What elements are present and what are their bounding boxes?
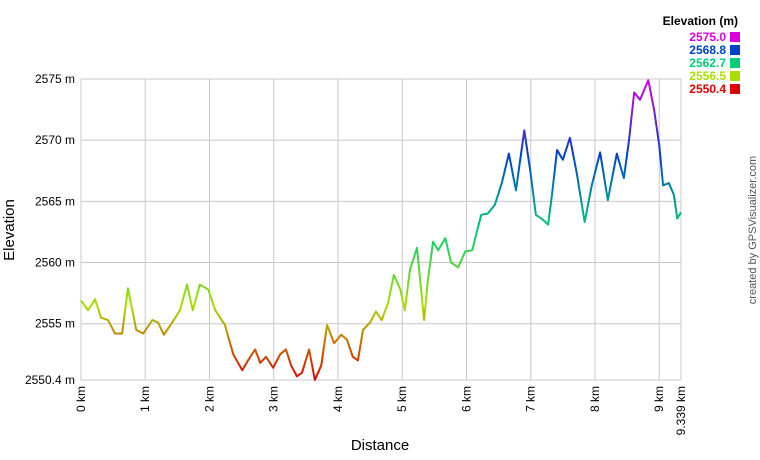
legend-label: 2550.4	[689, 82, 726, 96]
legend-swatch	[730, 32, 740, 42]
legend-swatch	[730, 58, 740, 68]
y-tick-label: 2560 m	[35, 256, 75, 270]
legend-swatch	[730, 45, 740, 55]
x-tick-label: 9.339 km	[674, 386, 688, 435]
x-tick-label: 0 km	[74, 386, 88, 412]
x-tick-label: 5 km	[395, 386, 409, 412]
y-tick-label: 2550.4 m	[25, 373, 75, 387]
x-tick-label: 8 km	[588, 386, 602, 412]
legend-label: 2575.0	[689, 30, 726, 44]
x-tick-label: 2 km	[202, 386, 216, 412]
legend-label: 2556.5	[689, 69, 726, 83]
y-axis-title: Elevation	[1, 199, 18, 261]
elevation-line	[80, 79, 682, 381]
legend-swatch	[730, 84, 740, 94]
x-tick-label: 7 km	[524, 386, 538, 412]
credit: created by GPSVisualizer.com	[747, 156, 759, 304]
y-tick-label: 2555 m	[35, 317, 75, 331]
legend-title: Elevation (m)	[663, 14, 738, 28]
legend-label: 2562.7	[689, 56, 726, 70]
x-tick-label: 9 km	[652, 386, 666, 412]
y-tick-label: 2565 m	[35, 194, 75, 208]
x-tick-label: 4 km	[331, 386, 345, 412]
legend-label: 2568.8	[689, 43, 726, 57]
x-tick-label: 6 km	[459, 386, 473, 412]
y-tick-label: 2575 m	[35, 72, 75, 86]
x-tick-label: 3 km	[267, 386, 281, 412]
x-axis-title: Distance	[351, 437, 409, 454]
legend-swatch	[730, 71, 740, 81]
y-tick-label: 2570 m	[35, 133, 75, 147]
x-tick-label: 1 km	[138, 386, 152, 412]
